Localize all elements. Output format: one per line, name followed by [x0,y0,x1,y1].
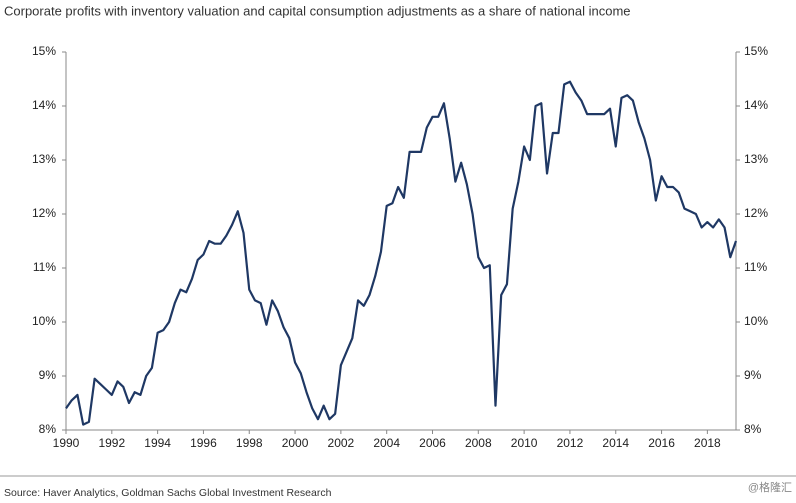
x-tick-label: 1990 [53,436,80,450]
x-tick-label: 2000 [282,436,309,450]
x-tick-label: 2012 [557,436,584,450]
y2-tick-label: 10% [744,314,768,328]
y-tick-label: 9% [39,368,57,382]
watermark: @格隆汇 [748,480,792,494]
y2-tick-label: 14% [744,98,768,112]
x-tick-label: 2014 [602,436,629,450]
x-tick-label: 2002 [328,436,355,450]
x-tick-label: 2010 [511,436,538,450]
x-tick-label: 2018 [694,436,721,450]
source: Source: Haver Analytics, Goldman Sachs G… [4,487,332,499]
x-tick-label: 2006 [419,436,446,450]
y2-tick-label: 11% [744,260,767,274]
x-tick-label: 2016 [648,436,675,450]
chart-title: Corporate profits with inventory valuati… [4,3,631,18]
x-tick-label: 2004 [373,436,400,450]
y2-tick-label: 9% [744,368,762,382]
data-line [65,80,738,426]
y-tick-label: 13% [32,152,56,166]
x-tick-label: 1994 [144,436,171,450]
x-tick-label: 1998 [236,436,263,450]
y-tick-label: 8% [39,422,57,436]
y2-tick-label: 8% [744,422,762,436]
y2-tick-label: 15% [744,44,768,58]
x-tick-label: 1996 [190,436,217,450]
x-tick-label: 2008 [465,436,492,450]
y-tick-label: 12% [32,206,56,220]
y2-tick-label: 13% [744,152,768,166]
y-tick-label: 11% [33,260,56,274]
x-tick-label: 1992 [98,436,125,450]
y2-tick-label: 12% [744,206,768,220]
y-tick-label: 14% [32,98,56,112]
y-tick-label: 15% [32,44,56,58]
y-tick-label: 10% [32,314,56,328]
